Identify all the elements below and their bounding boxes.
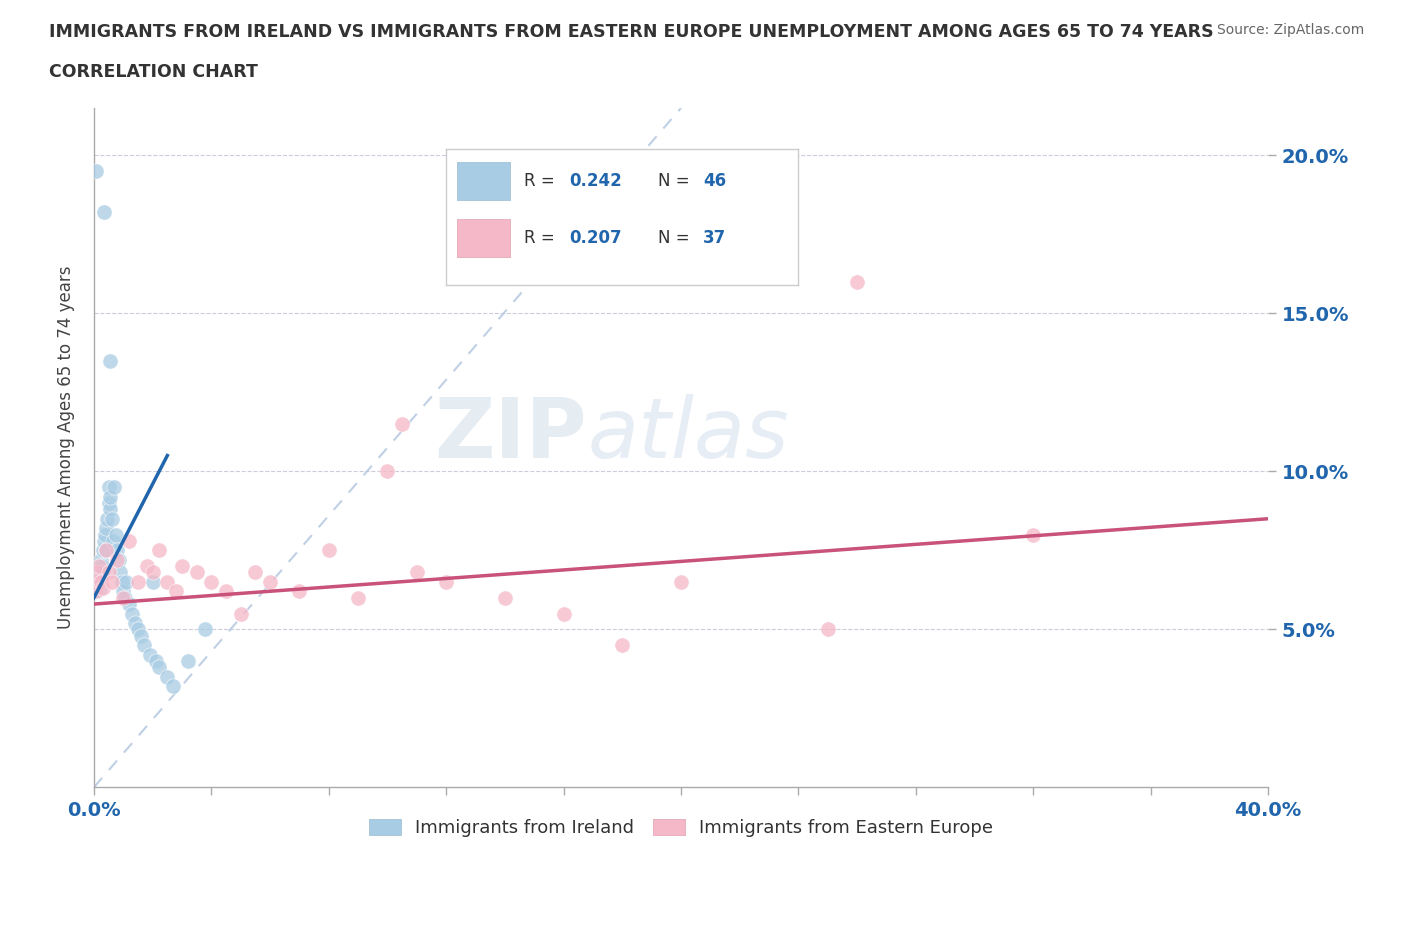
Point <box>186 565 208 580</box>
Point <box>846 274 869 289</box>
Point <box>148 659 170 674</box>
Point <box>377 464 399 479</box>
Point <box>817 622 839 637</box>
Point <box>259 575 281 590</box>
Point <box>89 581 111 596</box>
Point <box>245 565 267 580</box>
Point <box>90 575 112 590</box>
Point <box>669 575 692 590</box>
Point <box>107 552 129 567</box>
Point <box>101 534 124 549</box>
Point <box>121 606 143 621</box>
Point <box>318 543 340 558</box>
Point <box>84 164 107 179</box>
Point <box>89 559 111 574</box>
Point <box>84 575 107 590</box>
Point <box>107 543 129 558</box>
Point <box>84 575 107 590</box>
Point <box>177 654 200 669</box>
Point <box>118 534 141 549</box>
Point <box>91 581 114 596</box>
Point <box>138 647 160 662</box>
Point <box>165 584 187 599</box>
Point <box>434 575 457 590</box>
Point <box>96 512 118 526</box>
Text: CORRELATION CHART: CORRELATION CHART <box>49 63 259 81</box>
Point <box>100 575 122 590</box>
Point <box>215 584 238 599</box>
Point <box>115 575 138 590</box>
Point <box>98 353 121 368</box>
Point <box>553 606 575 621</box>
Point <box>100 512 122 526</box>
Point <box>87 578 110 592</box>
Point <box>110 565 132 580</box>
Point <box>94 521 117 536</box>
Point <box>118 597 141 612</box>
Point <box>127 622 149 637</box>
Point <box>96 543 118 558</box>
Point <box>94 543 117 558</box>
Point <box>494 591 516 605</box>
Point <box>135 559 157 574</box>
Point <box>91 543 114 558</box>
Point <box>200 575 222 590</box>
Point <box>391 417 413 432</box>
Point <box>156 670 179 684</box>
Text: Source: ZipAtlas.com: Source: ZipAtlas.com <box>1216 23 1364 37</box>
Point <box>91 559 114 574</box>
Point <box>124 616 146 631</box>
Point <box>112 591 135 605</box>
Point <box>170 559 193 574</box>
Point <box>89 571 111 586</box>
Point <box>142 565 165 580</box>
Point <box>1022 527 1045 542</box>
Point <box>91 565 114 580</box>
Point <box>84 584 107 599</box>
Point <box>94 527 117 542</box>
Point <box>97 565 120 580</box>
Point <box>229 606 252 621</box>
Text: IMMIGRANTS FROM IRELAND VS IMMIGRANTS FROM EASTERN EUROPE UNEMPLOYMENT AMONG AGE: IMMIGRANTS FROM IRELAND VS IMMIGRANTS FR… <box>49 23 1213 41</box>
Point <box>288 584 311 599</box>
Y-axis label: Unemployment Among Ages 65 to 74 years: Unemployment Among Ages 65 to 74 years <box>58 266 75 630</box>
Point <box>142 575 165 590</box>
Text: ZIP: ZIP <box>434 393 588 474</box>
Point <box>111 575 134 590</box>
Point <box>97 496 120 511</box>
Point <box>86 565 108 580</box>
Point <box>112 584 135 599</box>
Text: atlas: atlas <box>588 393 789 474</box>
Point <box>194 622 217 637</box>
Point <box>103 480 125 495</box>
Point <box>127 575 149 590</box>
Point <box>97 480 120 495</box>
Point <box>84 581 107 596</box>
Point <box>347 591 370 605</box>
Point <box>93 205 115 219</box>
Point <box>86 565 108 580</box>
Point <box>612 638 634 653</box>
Point <box>108 552 131 567</box>
Point <box>132 638 155 653</box>
Point <box>98 489 121 504</box>
Point <box>90 552 112 567</box>
Point <box>114 591 136 605</box>
Point <box>86 584 108 599</box>
Point <box>93 534 115 549</box>
Point <box>148 543 170 558</box>
Point <box>89 575 111 590</box>
Point <box>145 654 167 669</box>
Legend: Immigrants from Ireland, Immigrants from Eastern Europe: Immigrants from Ireland, Immigrants from… <box>360 810 1002 846</box>
Point <box>98 502 121 517</box>
Point <box>156 575 179 590</box>
Point <box>162 679 184 694</box>
Point <box>129 629 152 644</box>
Point <box>405 565 427 580</box>
Point <box>104 527 127 542</box>
